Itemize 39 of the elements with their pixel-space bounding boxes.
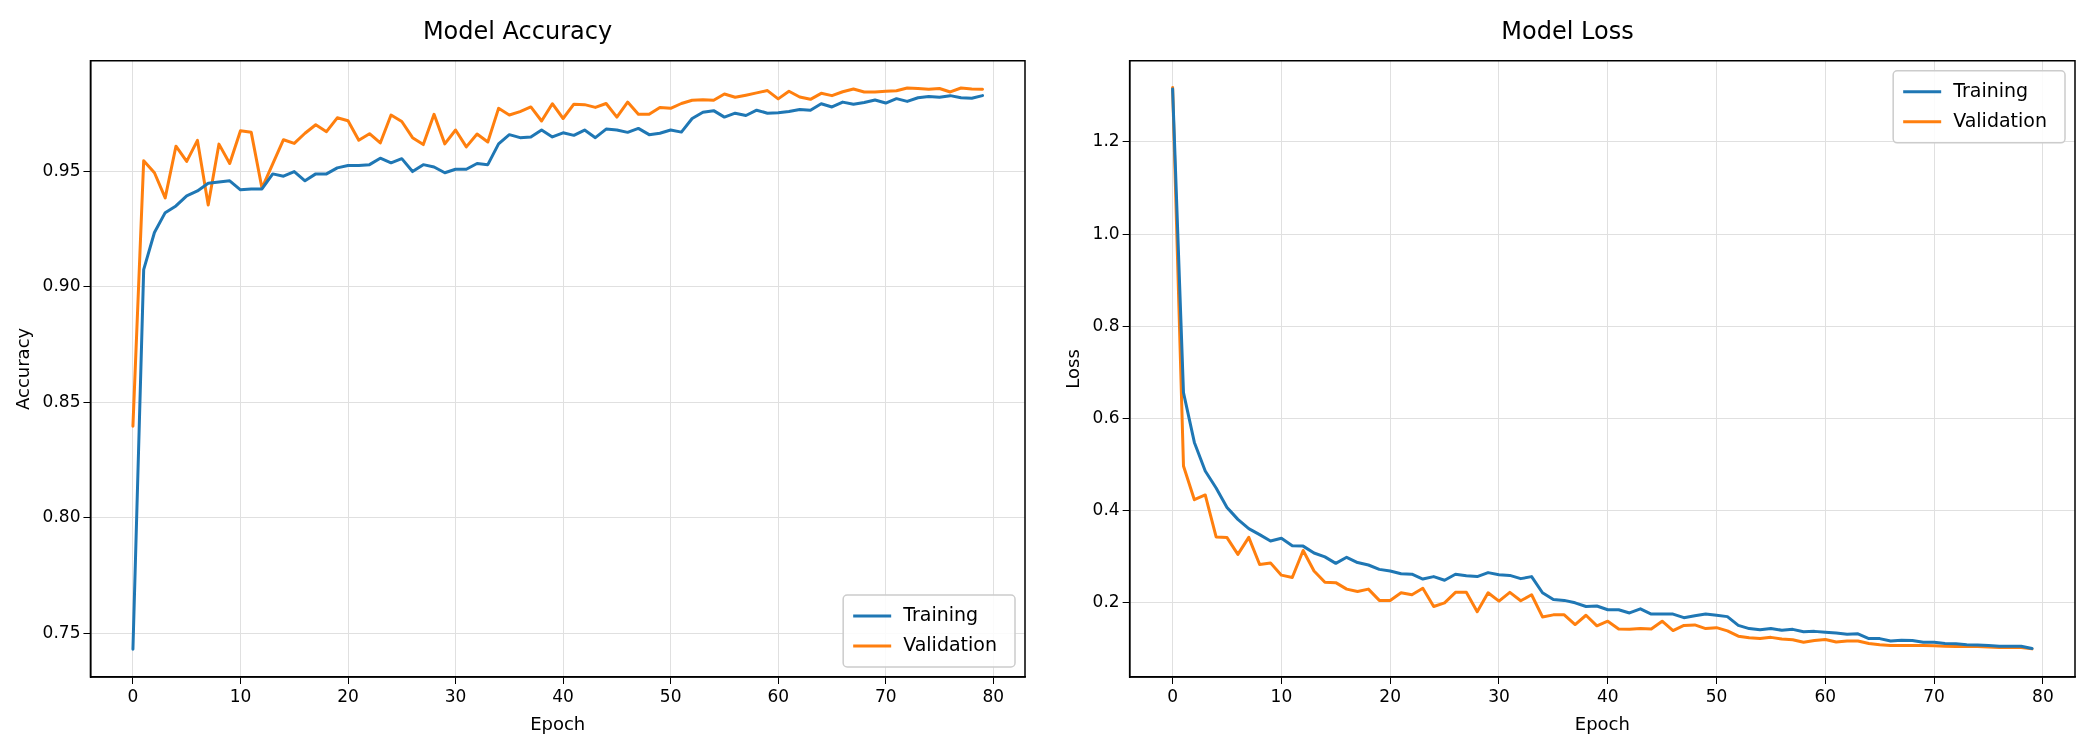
x-axis-title: Epoch — [1574, 712, 1630, 734]
x-tick-label: 30 — [444, 685, 467, 706]
x-tick-label: 50 — [1705, 685, 1728, 706]
y-tick-label: 0.8 — [1092, 314, 1120, 335]
x-tick-label: 20 — [1379, 685, 1401, 706]
x-tick-label: 0 — [127, 685, 139, 706]
y-tick-label: 0.6 — [1092, 406, 1120, 427]
x-axis-title: Epoch — [530, 712, 586, 734]
chart-title: Model Accuracy — [422, 16, 613, 45]
y-tick-label: 0.75 — [42, 621, 81, 642]
x-tick-label: 20 — [337, 685, 359, 706]
x-tick-label: 80 — [2032, 685, 2054, 706]
x-tick-label: 40 — [1596, 685, 1619, 706]
y-tick-label: 1.2 — [1092, 130, 1120, 151]
x-tick-label: 0 — [1167, 685, 1179, 706]
x-tick-label: 60 — [767, 685, 790, 706]
x-tick-label: 10 — [229, 685, 252, 706]
y-axis-title: Accuracy — [12, 327, 34, 410]
legend-label: Validation — [903, 632, 998, 655]
x-tick-label: 70 — [874, 685, 897, 706]
x-tick-label: 30 — [1488, 685, 1510, 706]
x-tick-label: 10 — [1270, 685, 1293, 706]
chart-title: Model Loss — [1501, 16, 1634, 45]
y-tick-label: 0.80 — [42, 506, 81, 527]
y-tick-label: 0.95 — [42, 160, 81, 180]
y-tick-label: 0.85 — [42, 390, 81, 411]
y-axis-title: Loss — [1062, 349, 1084, 389]
x-tick-label: 50 — [659, 685, 682, 706]
x-tick-label: 70 — [1923, 685, 1945, 706]
y-tick-label: 0.90 — [42, 275, 81, 296]
x-tick-label: 80 — [982, 685, 1005, 706]
legend-label: Training — [902, 602, 979, 625]
y-tick-label: 0.2 — [1092, 591, 1120, 612]
legend-label: Validation — [1953, 108, 2048, 131]
y-tick-label: 0.4 — [1092, 499, 1120, 520]
y-tick-label: 1.0 — [1092, 222, 1120, 243]
x-tick-label: 60 — [1814, 685, 1837, 706]
legend-label: Training — [1952, 78, 2029, 101]
x-tick-label: 40 — [552, 685, 574, 706]
